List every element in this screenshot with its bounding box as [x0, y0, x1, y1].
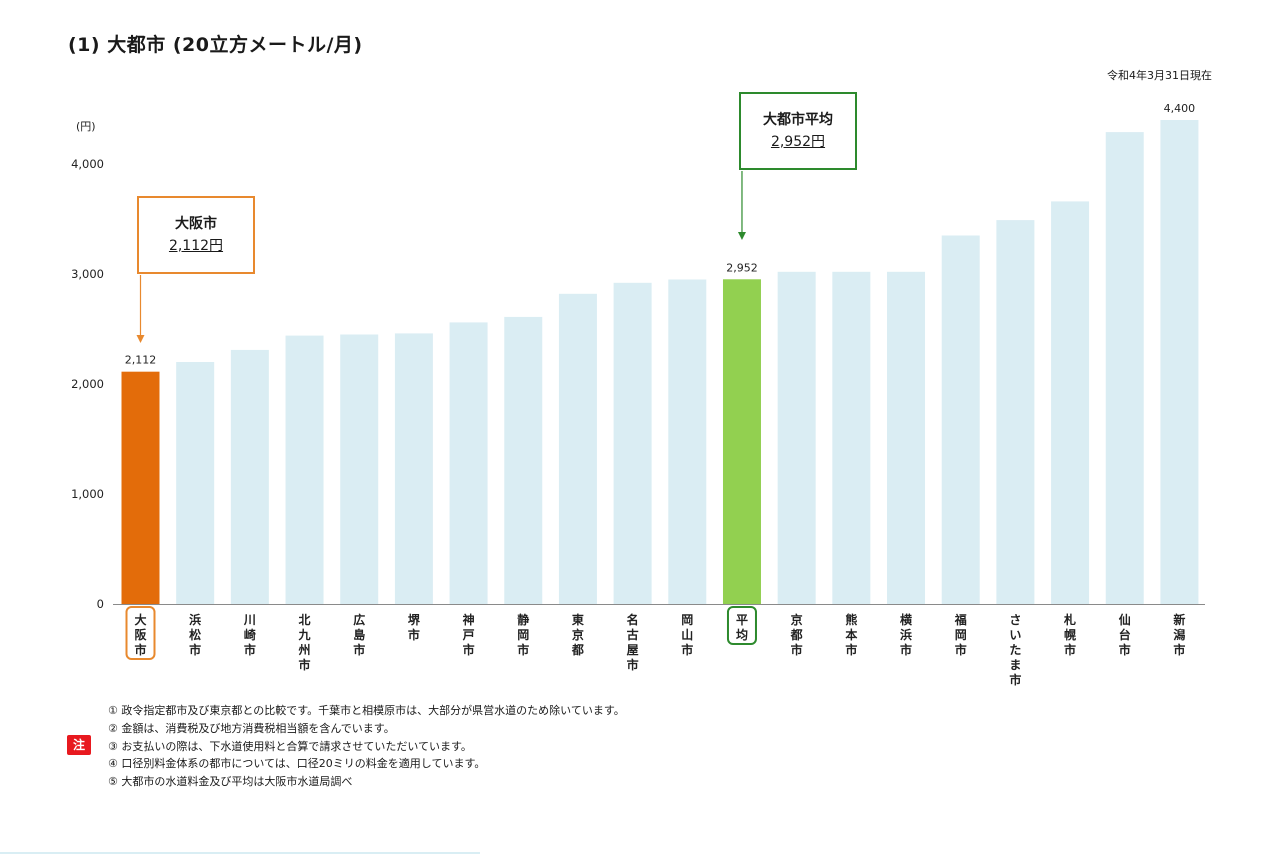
x-tick-label: 仙台市	[1119, 612, 1131, 657]
bar	[558, 293, 597, 604]
page-title: (1) 大都市 (20立方メートル/月)	[68, 34, 363, 56]
bar	[996, 220, 1035, 604]
bar-osaka	[121, 371, 160, 604]
x-tick-label: 北九州市	[298, 612, 311, 672]
note-item: ① 政令指定都市及び東京都との比較です。千葉市と相模原市は、大部分が県営水道のた…	[108, 704, 625, 717]
bar	[285, 335, 324, 604]
average-callout-value: 2,952円	[770, 134, 826, 150]
y-tick-label: 2,000	[71, 377, 104, 391]
bar	[394, 333, 433, 604]
notes-list: ① 政令指定都市及び東京都との比較です。千葉市と相模原市は、大部分が県営水道のた…	[108, 702, 625, 791]
bar	[941, 235, 980, 604]
bar	[777, 271, 816, 604]
average-label-outline	[726, 606, 757, 645]
average-callout-label: 大都市平均	[763, 112, 833, 128]
x-tick-label: 東京都	[571, 612, 584, 657]
x-tick-label: 名古屋市	[627, 612, 639, 672]
y-tick-label: 0	[97, 597, 104, 611]
x-tick-label: 大阪市	[134, 612, 147, 657]
x-tick-label: 静岡市	[517, 612, 529, 657]
bar	[449, 322, 488, 604]
osaka-label-outline	[125, 606, 156, 660]
average-arrow-head	[737, 232, 746, 240]
data-label: 4,400	[1164, 102, 1196, 115]
y-tick-label: 3,000	[71, 267, 104, 281]
x-tick-label: さいたま市	[1009, 613, 1021, 687]
x-tick-label: 神戸市	[463, 612, 475, 657]
osaka-callout-value: 2,112円	[168, 238, 224, 254]
data-label: 2,112	[125, 354, 157, 367]
x-tick-label: 堺市	[408, 612, 421, 642]
average-callout-box: 大都市平均 2,952円	[739, 92, 857, 170]
notes-tag: 注	[67, 735, 91, 755]
bar	[340, 334, 379, 604]
note-item: ③ お支払いの際は、下水道使用料と合算で請求させていただいています。	[108, 739, 472, 753]
x-tick-label: 広島市	[353, 612, 365, 657]
bar	[668, 279, 707, 604]
osaka-callout-box: 大阪市 2,112円	[137, 196, 255, 274]
note-item: ② 金額は、消費税及び地方消費税相当額を含んでいます。	[108, 721, 395, 735]
bar	[230, 349, 269, 604]
bar	[1051, 201, 1090, 604]
data-label: 2,952	[726, 261, 758, 274]
x-tick-label: 横浜市	[900, 612, 913, 657]
bar-average	[722, 279, 761, 604]
note-item: ④ 口径別料金体系の都市については、口径20ミリの料金を適用しています。	[108, 757, 486, 771]
bar-chart: (円) 0 1,000 2,000 3,000 4,000 2,112 2,952 4,400 大…	[71, 102, 1205, 687]
bar	[613, 282, 652, 604]
note-item: ⑤ 大都市の水道料金及び平均は大阪市水道局調べ	[108, 775, 353, 789]
bottom-divider	[0, 852, 480, 854]
x-tick-label: 京都市	[790, 612, 803, 657]
bar	[504, 316, 543, 604]
y-axis-unit-label: (円)	[76, 120, 96, 133]
bar	[832, 271, 871, 604]
bar	[887, 271, 926, 604]
x-tick-label: 新潟市	[1173, 612, 1185, 657]
bar	[1105, 132, 1144, 604]
x-tick-label: 平均	[736, 613, 748, 642]
y-tick-label: 4,000	[71, 157, 104, 171]
bar	[176, 362, 215, 604]
bar	[1160, 120, 1199, 604]
as-of-date: 令和4年3月31日現在	[1107, 69, 1212, 82]
x-tick-label: 福岡市	[954, 612, 967, 657]
osaka-callout-label: 大阪市	[175, 216, 217, 232]
osaka-arrow-head	[136, 335, 145, 343]
x-tick-label: 熊本市	[845, 612, 857, 657]
y-tick-label: 1,000	[71, 487, 104, 501]
x-tick-label: 川崎市	[243, 613, 256, 657]
x-tick-label: 岡山市	[681, 613, 693, 657]
x-tick-label: 札幌市	[1063, 612, 1076, 657]
x-tick-label: 浜松市	[189, 612, 201, 657]
